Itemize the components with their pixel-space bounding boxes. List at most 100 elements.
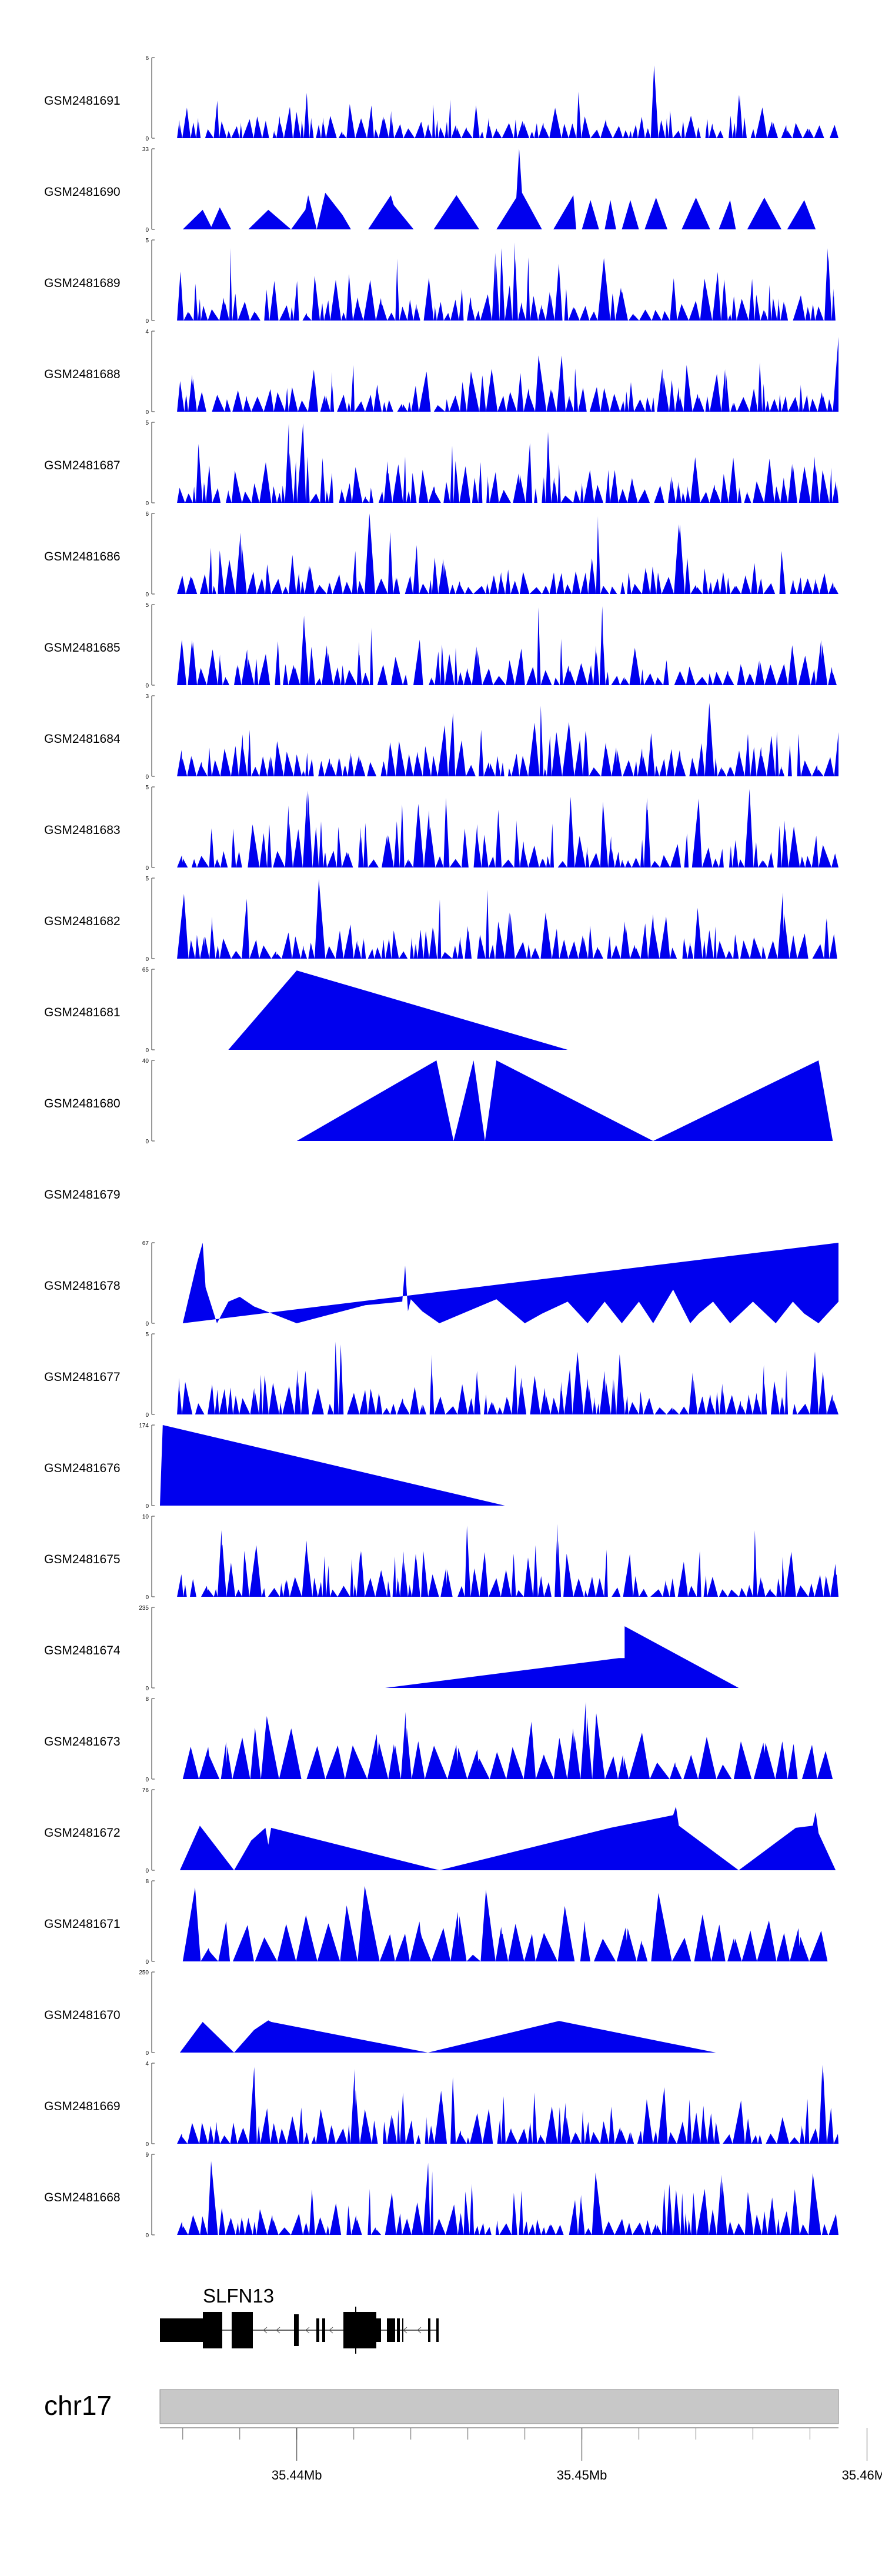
- genomic-axis: 35.44Mb 35.45Mb 35.46Mb: [160, 2427, 882, 2482]
- track-GSM2481677: GSM2481677 5 0: [44, 1332, 839, 1419]
- gene-exon: [355, 2307, 356, 2354]
- track-label: GSM2481675: [44, 1553, 121, 1566]
- y-tick-label-max: 5: [145, 785, 149, 791]
- coverage-tracks: GSM248169160GSM2481690330GSM248168950GSM…: [44, 55, 839, 2239]
- gene-exon: [294, 2314, 299, 2346]
- track-GSM2481690: GSM2481690 33 0: [44, 146, 816, 233]
- y-tick-label-max: 76: [142, 1787, 149, 1794]
- track-label: GSM2481668: [44, 2191, 121, 2204]
- track-GSM2481688: GSM2481688 4 0: [44, 329, 839, 416]
- track-GSM2481674: GSM2481674 235 0: [44, 1605, 739, 1692]
- coverage-area: [177, 789, 839, 867]
- y-tick-label-min: 0: [145, 136, 149, 142]
- track-label: GSM2481680: [44, 1097, 121, 1110]
- track-label: GSM2481669: [44, 2100, 121, 2113]
- y-tick-label-min: 0: [145, 2141, 149, 2148]
- track-GSM2481683: GSM2481683 5 0: [44, 785, 839, 872]
- coverage-area: [177, 242, 839, 321]
- track-GSM2481678: GSM2481678 67 0: [44, 1240, 838, 1327]
- y-tick-label-max: 6: [145, 55, 149, 62]
- y-tick-label-min: 0: [145, 2050, 149, 2057]
- y-tick-label-max: 6: [145, 511, 149, 518]
- track-GSM2481673: GSM2481673 8 0: [44, 1696, 833, 1783]
- gene-exon: [356, 2312, 376, 2348]
- gene-exon: [376, 2318, 381, 2342]
- gene-track: SLFN13: [160, 2285, 439, 2354]
- track-label: GSM2481687: [44, 459, 121, 472]
- track-label: GSM2481673: [44, 1735, 121, 1749]
- y-tick-label-max: 5: [145, 1332, 149, 1338]
- strand-arrow: [403, 2327, 407, 2334]
- gene-exon: [316, 2318, 319, 2342]
- track-GSM2481672: GSM2481672 76 0: [44, 1787, 836, 1874]
- chromosome-label: chr17: [44, 2390, 112, 2421]
- y-tick-label-max: 5: [145, 238, 149, 244]
- gene-exon: [387, 2318, 395, 2342]
- track-label: GSM2481679: [44, 1188, 121, 1202]
- coverage-area: [177, 336, 839, 412]
- track-label: GSM2481674: [44, 1644, 121, 1657]
- track-GSM2481668: GSM2481668 9 0: [44, 2152, 839, 2239]
- y-tick-label-min: 0: [145, 1321, 149, 1327]
- gene-exon: [428, 2318, 430, 2342]
- y-tick-label-min: 0: [145, 1047, 149, 1054]
- y-tick-label-min: 0: [145, 592, 149, 598]
- y-tick-label-max: 4: [145, 2061, 149, 2067]
- track-label: GSM2481683: [44, 823, 121, 837]
- track-GSM2481676: GSM2481676 174 0: [44, 1423, 505, 1510]
- coverage-area: [177, 879, 837, 959]
- coverage-area: [182, 1886, 828, 1961]
- track-GSM2481681: GSM2481681 65 0: [44, 967, 568, 1054]
- coverage-area: [385, 1626, 739, 1688]
- coverage-area: [177, 606, 837, 685]
- axis-tick-label: 35.45Mb: [557, 2468, 607, 2482]
- gene-exon: [160, 2318, 203, 2342]
- coverage-area: [179, 1806, 836, 1870]
- track-label: GSM2481672: [44, 1826, 121, 1840]
- track-GSM2481679: GSM2481679: [44, 1188, 121, 1202]
- y-tick-label-max: 174: [139, 1423, 149, 1429]
- chromosome-ideogram: chr17: [44, 2389, 839, 2424]
- coverage-area: [177, 65, 839, 138]
- track-label: GSM2481670: [44, 2008, 121, 2022]
- y-tick-label-min: 0: [145, 865, 149, 872]
- track-label: GSM2481686: [44, 550, 121, 563]
- track-GSM2481680: GSM2481680 40 0: [44, 1058, 833, 1145]
- y-tick-label-min: 0: [145, 1594, 149, 1601]
- axis-tick-label: 35.44Mb: [272, 2468, 322, 2482]
- coverage-area: [182, 1243, 838, 1323]
- y-tick-label-min: 0: [145, 1686, 149, 1692]
- track-label: GSM2481676: [44, 1461, 121, 1475]
- track-GSM2481669: GSM2481669 4 0: [44, 2061, 839, 2148]
- track-label: GSM2481681: [44, 1006, 121, 1019]
- track-label: GSM2481684: [44, 732, 121, 746]
- y-tick-label-max: 5: [145, 876, 149, 882]
- y-tick-label-max: 250: [139, 1970, 149, 1976]
- gene-exon: [322, 2318, 325, 2342]
- y-tick-label-max: 40: [142, 1058, 149, 1065]
- strand-arrow: [263, 2327, 268, 2334]
- y-tick-label-min: 0: [145, 1412, 149, 1419]
- coverage-area: [182, 1701, 833, 1779]
- y-tick-label-max: 5: [145, 602, 149, 609]
- track-GSM2481675: GSM2481675 10 0: [44, 1514, 839, 1601]
- track-label: GSM2481689: [44, 276, 121, 290]
- coverage-area: [177, 1342, 839, 1414]
- gene-exon: [397, 2318, 400, 2342]
- y-tick-label-min: 0: [145, 1777, 149, 1783]
- coverage-area: [177, 513, 839, 594]
- axis-tick-label: 35.46Mb: [842, 2468, 882, 2482]
- coverage-area: [177, 2161, 839, 2235]
- gene-name-label: SLFN13: [203, 2285, 274, 2307]
- track-label: GSM2481678: [44, 1279, 121, 1293]
- y-tick-label-max: 67: [142, 1240, 149, 1247]
- y-tick-label-min: 0: [145, 2233, 149, 2239]
- coverage-area: [177, 2064, 839, 2144]
- coverage-area: [228, 970, 568, 1050]
- y-tick-label-min: 0: [145, 774, 149, 780]
- gene-exon: [203, 2312, 222, 2348]
- gene-exon: [232, 2312, 253, 2348]
- y-tick-label-max: 9: [145, 2152, 149, 2158]
- y-tick-label-min: 0: [145, 1503, 149, 1510]
